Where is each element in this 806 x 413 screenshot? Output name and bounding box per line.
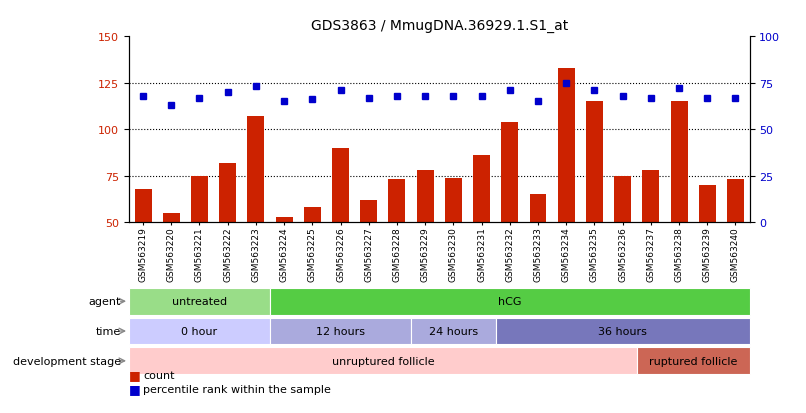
Bar	[558, 69, 575, 223]
Text: agent: agent	[89, 297, 121, 306]
Bar	[163, 214, 180, 223]
Text: percentile rank within the sample: percentile rank within the sample	[143, 385, 331, 394]
Text: development stage: development stage	[13, 356, 121, 366]
Bar	[247, 117, 264, 223]
Bar	[586, 102, 603, 223]
Bar	[135, 189, 152, 223]
Bar	[411, 318, 496, 344]
Text: ■: ■	[129, 368, 141, 381]
Bar	[727, 180, 744, 223]
Bar	[191, 176, 208, 223]
Bar	[417, 171, 434, 223]
Text: 0 hour: 0 hour	[181, 326, 218, 336]
Text: 24 hours: 24 hours	[429, 326, 478, 336]
Bar	[360, 200, 377, 223]
Bar	[332, 148, 349, 223]
Bar	[129, 288, 270, 315]
Text: count: count	[143, 370, 175, 380]
Title: GDS3863 / MmugDNA.36929.1.S1_at: GDS3863 / MmugDNA.36929.1.S1_at	[310, 19, 568, 33]
Bar	[276, 217, 293, 223]
Bar	[388, 180, 405, 223]
Bar	[501, 123, 518, 223]
Bar	[699, 185, 716, 223]
Bar	[270, 318, 411, 344]
Bar	[496, 318, 750, 344]
Bar	[473, 156, 490, 223]
Text: hCG: hCG	[498, 297, 521, 306]
Text: time: time	[96, 326, 121, 336]
Bar	[642, 171, 659, 223]
Bar	[614, 176, 631, 223]
Text: 36 hours: 36 hours	[598, 326, 647, 336]
Bar	[530, 195, 546, 223]
Text: ■: ■	[129, 382, 141, 395]
Text: unruptured follicle: unruptured follicle	[331, 356, 434, 366]
Bar	[129, 318, 270, 344]
Text: untreated: untreated	[172, 297, 227, 306]
Bar	[671, 102, 688, 223]
Bar	[270, 288, 750, 315]
Bar	[445, 178, 462, 223]
Text: ruptured follicle: ruptured follicle	[649, 356, 737, 366]
Bar	[129, 348, 637, 374]
Bar	[219, 163, 236, 223]
Text: 12 hours: 12 hours	[316, 326, 365, 336]
Bar	[637, 348, 750, 374]
Bar	[304, 208, 321, 223]
